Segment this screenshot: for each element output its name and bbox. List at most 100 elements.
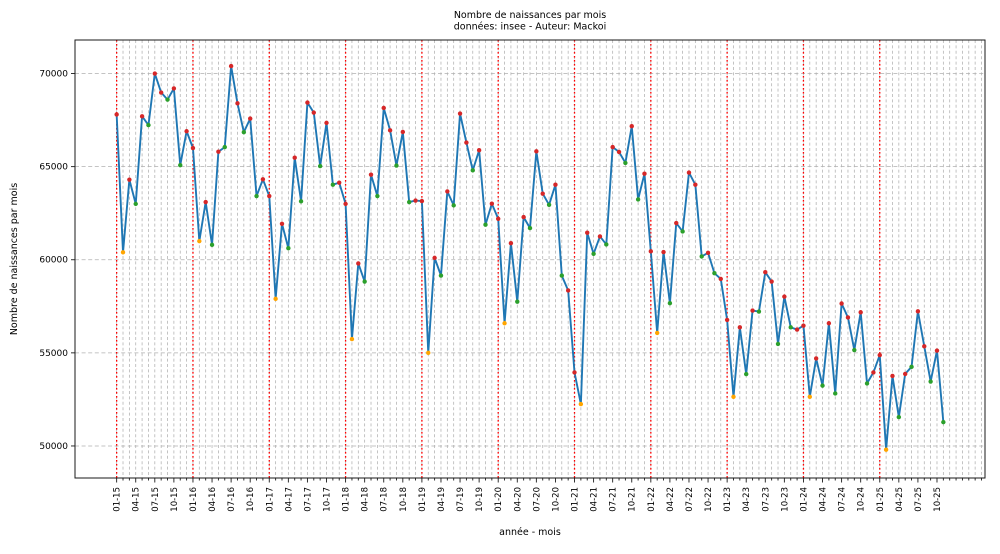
data-point-marker <box>807 394 812 400</box>
data-point-marker <box>127 177 132 182</box>
y-tick-label: 55000 <box>39 349 68 359</box>
data-point-marker <box>642 171 647 176</box>
x-tick-label: 07-25 <box>914 487 924 512</box>
data-point-marker <box>934 348 940 353</box>
x-tick-label: 10-15 <box>170 487 180 512</box>
data-point-marker <box>521 214 526 220</box>
data-point-marker <box>470 168 475 173</box>
data-point-marker <box>305 100 310 105</box>
data-point-marker <box>413 198 418 203</box>
x-axis-label: année - mois <box>499 527 561 538</box>
data-point-marker <box>496 216 501 221</box>
data-point-marker <box>788 325 793 330</box>
x-tick-label: 07-23 <box>761 487 771 512</box>
data-point-marker <box>292 155 297 160</box>
y-tick-label: 60000 <box>39 256 68 266</box>
data-point-marker <box>445 189 450 194</box>
data-point-marker <box>680 229 685 234</box>
data-point-marker <box>165 97 170 102</box>
x-tick-label: 07-16 <box>227 487 237 512</box>
data-point-marker <box>476 148 482 153</box>
data-point-marker <box>928 379 933 384</box>
data-point-marker <box>209 242 215 248</box>
data-point-marker <box>565 288 571 293</box>
data-point-marker <box>597 234 603 239</box>
data-point-marker <box>337 180 342 185</box>
data-point-marker <box>298 199 304 204</box>
y-tick-label: 65000 <box>39 163 68 173</box>
data-point-marker <box>744 371 749 377</box>
data-point-marker <box>826 321 832 326</box>
data-point-marker <box>813 356 819 361</box>
x-tick-label: 07-17 <box>303 487 313 512</box>
y-tick-label: 50000 <box>39 442 68 452</box>
data-point-marker <box>871 370 876 375</box>
data-point-marker <box>515 299 520 304</box>
data-point-marker <box>457 111 463 116</box>
data-point-marker <box>114 112 119 117</box>
x-tick-label: 01-25 <box>876 487 886 512</box>
data-point-marker <box>267 193 272 199</box>
x-tick-label: 04-21 <box>590 487 600 512</box>
data-point-marker <box>534 149 539 154</box>
x-tick-label: 04-17 <box>284 487 294 512</box>
data-point-marker <box>394 163 399 168</box>
data-point-marker <box>648 249 654 254</box>
x-tick-label: 04-20 <box>513 487 523 512</box>
data-point-marker <box>419 198 425 204</box>
data-point-marker <box>483 222 488 227</box>
data-point-marker <box>120 250 126 255</box>
x-tick-label: 04-22 <box>666 487 676 512</box>
data-point-marker <box>941 419 946 425</box>
data-point-marker <box>750 308 755 313</box>
data-point-marker <box>718 276 723 282</box>
data-point-marker <box>610 144 615 150</box>
data-point-marker <box>667 300 673 306</box>
x-tick-label: 04-25 <box>895 487 905 512</box>
x-tick-label: 04-16 <box>208 487 218 512</box>
data-point-marker <box>368 172 374 177</box>
data-point-marker <box>731 394 736 400</box>
x-tick-label: 01-21 <box>571 487 581 512</box>
data-point-marker <box>635 197 641 202</box>
data-point-marker <box>489 201 495 206</box>
x-tick-label: 01-17 <box>265 487 275 512</box>
data-point-marker <box>356 261 361 266</box>
x-tick-label: 01-22 <box>647 487 657 512</box>
x-tick-label: 01-19 <box>418 487 428 512</box>
data-point-marker <box>559 273 564 278</box>
data-point-marker <box>260 177 266 182</box>
data-point-marker <box>852 347 857 353</box>
data-point-marker <box>248 116 253 121</box>
x-tick-label: 01-18 <box>342 487 352 512</box>
data-point-marker <box>279 221 285 226</box>
gridlines <box>75 40 985 478</box>
data-point-marker <box>178 162 183 168</box>
data-point-marker <box>381 105 386 111</box>
x-tick-label: 04-15 <box>132 487 142 512</box>
axis-ticks: 50000 55000 60000 65000 70000 01-15 04-15 07-15… <box>39 70 982 512</box>
data-point-marker <box>546 202 552 208</box>
data-point-marker <box>756 309 762 314</box>
x-tick-label: 10-19 <box>475 487 485 512</box>
y-axis-label: Nombre de naissances par mois <box>9 183 20 335</box>
x-tick-label: 07-22 <box>685 487 695 512</box>
x-tick-label: 10-16 <box>246 487 256 512</box>
data-point-marker <box>317 163 323 169</box>
chart-title: Nombre de naissances par mois <box>454 10 606 21</box>
chart-subtitle: données: insee - Auteur: Mackoi <box>454 22 606 33</box>
x-tick-label: 01-20 <box>494 487 504 512</box>
x-tick-label: 01-16 <box>189 487 199 512</box>
y-tick-label: 70000 <box>39 70 68 80</box>
data-point-marker <box>241 129 247 135</box>
x-tick-label: 10-25 <box>933 487 943 512</box>
data-point-marker <box>585 230 590 235</box>
data-point-marker <box>858 310 863 315</box>
data-point-marker <box>197 238 202 244</box>
data-point-marker <box>190 145 196 151</box>
data-point-marker <box>629 124 634 129</box>
x-tick-label: 07-24 <box>838 487 848 512</box>
data-point-marker <box>775 341 781 347</box>
data-point-marker <box>839 301 844 306</box>
